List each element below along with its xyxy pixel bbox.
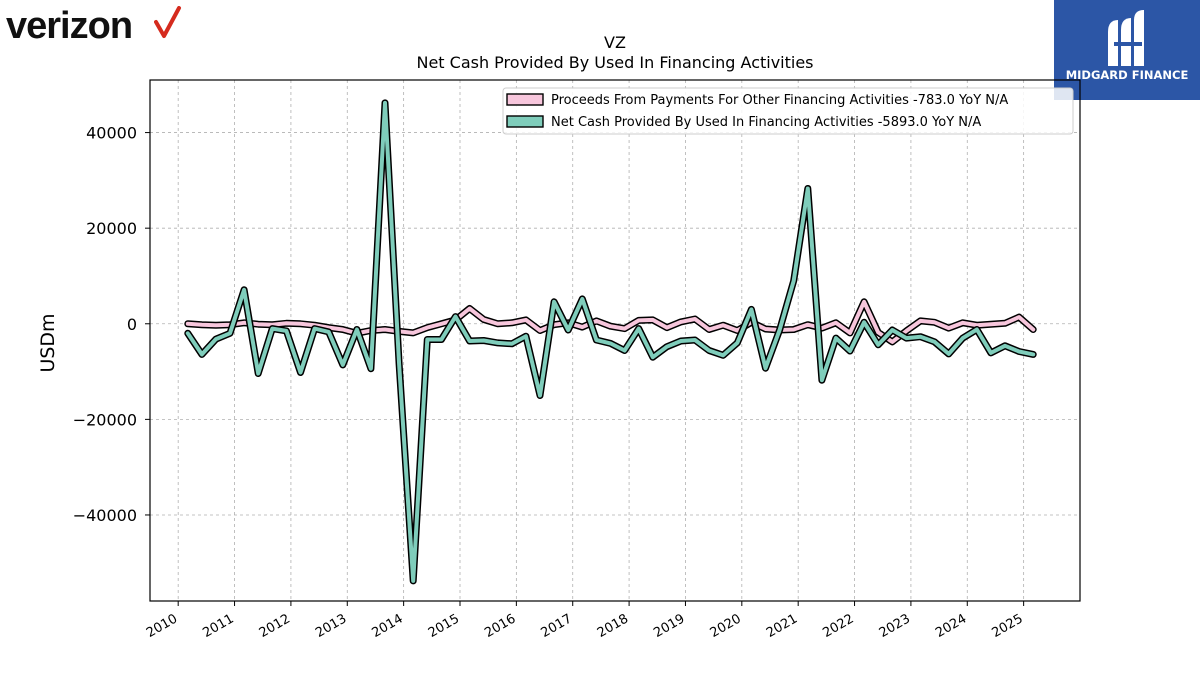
y-tick-label: 20000 xyxy=(86,219,137,238)
plot-frame xyxy=(149,79,1081,602)
midgard-finance-logo: MIDGARD FINANCE xyxy=(1054,0,1200,100)
chart-subtitle: Net Cash Provided By Used In Financing A… xyxy=(416,53,813,72)
x-tick-label: 2013 xyxy=(313,611,349,641)
y-tick-label: 0 xyxy=(127,315,137,334)
x-tick-label: 2010 xyxy=(144,611,180,641)
x-tick-label: 2021 xyxy=(764,611,800,641)
axis-ticks: 2010 2011 2012 2013 2014 2015 2016 2017 2018 2019… xyxy=(73,124,1026,641)
chart-title: VZ xyxy=(604,33,626,52)
legend-swatch-net-cash xyxy=(506,115,544,128)
x-tick-label: 2016 xyxy=(482,611,518,641)
verizon-wordmark: verizon xyxy=(6,5,133,47)
checkmark-icon xyxy=(154,6,181,38)
midgard-mark-icon xyxy=(1108,10,1144,66)
x-tick-label: 2024 xyxy=(933,611,969,641)
x-tick-label: 2019 xyxy=(651,611,687,641)
legend-swatch-proceeds xyxy=(506,93,544,106)
y-tick-label: −40000 xyxy=(73,506,137,525)
legend: Proceeds From Payments For Other Financi… xyxy=(502,87,1074,135)
x-tick-label: 2023 xyxy=(877,611,913,641)
legend-box xyxy=(502,87,1074,135)
verizon-logo: verizon xyxy=(6,2,181,50)
legend-label-net-cash: Net Cash Provided By Used In Financing A… xyxy=(551,115,981,130)
legend-label-proceeds: Proceeds From Payments For Other Financi… xyxy=(551,93,1008,108)
y-axis-label: USDm xyxy=(37,313,59,372)
x-tick-label: 2012 xyxy=(257,611,293,641)
x-tick-label: 2022 xyxy=(820,611,856,641)
x-tick-label: 2020 xyxy=(708,611,744,641)
x-tick-label: 2017 xyxy=(539,611,575,641)
x-tick-label: 2011 xyxy=(200,611,236,641)
y-tick-label: 40000 xyxy=(86,124,137,143)
y-tick-label: −20000 xyxy=(73,410,137,429)
x-tick-label: 2025 xyxy=(989,611,1025,641)
x-tick-label: 2015 xyxy=(426,611,462,641)
x-tick-label: 2018 xyxy=(595,611,631,641)
x-tick-label: 2014 xyxy=(369,611,405,641)
series-layer xyxy=(184,99,1037,585)
series-line-1 xyxy=(185,100,1036,583)
series-line-0 xyxy=(185,299,1036,344)
midgard-brand-name: MIDGARD FINANCE xyxy=(1065,68,1189,82)
